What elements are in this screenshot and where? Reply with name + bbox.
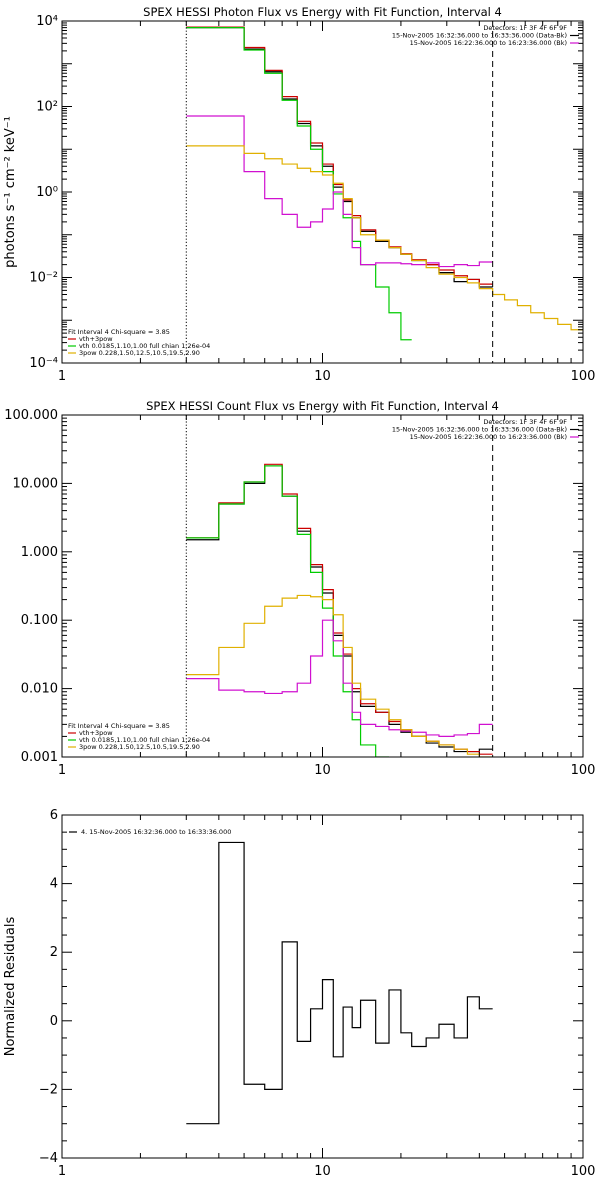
fit-legend-line-2: vth 0.0185,1.10,1.00 full chian 1.26e-04 xyxy=(79,736,210,744)
series-2-line-1 xyxy=(186,26,493,285)
fit-legend-line-1: vth+3pow xyxy=(79,335,113,343)
info-legend-line-2: 15-Nov-2005 16:22:36.000 to 16:23:36.000… xyxy=(410,433,567,441)
info-legend-line-2: Detectors: 1F 3F 4F 6F 9F xyxy=(483,418,567,426)
x-tick-label-1: 1 xyxy=(58,369,66,384)
fit-legend-line-1: 3pow 0.228,1.50,12.5,10.5,19.5,2.90 xyxy=(79,349,200,357)
y-axis-3: −4 −2 0 2 4 6 xyxy=(39,808,583,1166)
y-tick-label-3: −2 xyxy=(39,1082,58,1097)
y-tick-label-1: 10² xyxy=(36,100,58,115)
series-4-line-2 xyxy=(186,619,493,738)
x-tick-label-2: 10 xyxy=(314,763,331,778)
info-legend-line-1: 15-Nov-2005 16:32:36.000 to 16:33:36.000… xyxy=(392,32,567,40)
y-tick-label-1: 10⁴ xyxy=(36,14,58,29)
chart-panel-3: Normalized Residuals 1 10 100 −4 −2 0 2 4 6 4. 15-… xyxy=(3,808,595,1179)
plot-frame-1 xyxy=(61,20,584,364)
y-tick-label-1: 10⁻² xyxy=(29,271,58,286)
x-tick-label-1: 100 xyxy=(571,369,596,384)
y-axis-1: 10⁻⁴ 10⁻² 10⁰ 10² 10⁴ xyxy=(29,14,583,371)
x-tick-label-3: 100 xyxy=(571,1164,596,1179)
fit-legend-line-2: vth+3pow xyxy=(79,729,113,737)
y-axis-label-1: photons s⁻¹ cm⁻² keV⁻¹ xyxy=(3,116,18,268)
series-5-line-2 xyxy=(186,594,493,757)
y-tick-label-1: 10⁰ xyxy=(36,185,58,200)
x-tick-label-3: 1 xyxy=(58,1164,66,1179)
x-tick-label-2: 1 xyxy=(58,763,66,778)
series-3-line-2 xyxy=(186,465,389,757)
series-1-line-1 xyxy=(186,27,493,288)
fit-legend-line-2: 3pow 0.228,1.50,12.5,10.5,19.5,2.90 xyxy=(79,743,200,751)
y-tick-label-3: −4 xyxy=(39,1151,58,1166)
x-tick-label-3: 10 xyxy=(314,1164,331,1179)
series-4-line-1 xyxy=(186,115,493,268)
y-tick-label-2: 0.010 xyxy=(21,682,58,697)
y-tick-label-2: 0.100 xyxy=(21,613,58,628)
y-tick-label-3: 6 xyxy=(50,808,58,823)
y-axis-label-3: Normalized Residuals xyxy=(3,917,18,1057)
chart-panel-1: SPEX HESSI Photon Flux vs Energy with Fi… xyxy=(3,5,595,384)
y-tick-label-2: 1.000 xyxy=(21,545,58,560)
chart-title-1: SPEX HESSI Photon Flux vs Energy with Fi… xyxy=(143,5,502,19)
info-legend-line-2: 15-Nov-2005 16:32:36.000 to 16:33:36.000… xyxy=(392,426,567,434)
series-1-line-3 xyxy=(186,841,493,1125)
y-tick-label-3: 0 xyxy=(50,1014,58,1029)
chart-title-2: SPEX HESSI Count Flux vs Energy with Fit… xyxy=(146,399,499,413)
info-legend-3: 4. 15-Nov-2005 16:32:36.000 to 16:33:36.… xyxy=(69,828,231,836)
y-tick-label-2: 0.001 xyxy=(21,750,58,765)
y-tick-label-1: 10⁻⁴ xyxy=(29,356,58,371)
fit-legend-line-1: vth 0.0185,1.10,1.00 full chian 1.26e-04 xyxy=(79,342,210,350)
series-1-line-2 xyxy=(186,465,493,753)
info-legend-line-1: Detectors: 1F 3F 4F 6F 9F xyxy=(483,24,567,32)
y-tick-label-3: 2 xyxy=(50,945,58,960)
x-axis-2: 1 10 100 xyxy=(58,415,596,778)
fit-legend-line-2: Fit Interval 4 Chi-square = 3.85 xyxy=(68,722,170,730)
x-tick-label-2: 100 xyxy=(571,763,596,778)
x-axis-1: 1 10 100 xyxy=(58,21,596,384)
series-3-line-1 xyxy=(186,27,412,341)
fit-legend-2: Fit Interval 4 Chi-square = 3.85vth+3pow… xyxy=(68,722,210,751)
x-tick-label-1: 10 xyxy=(314,369,331,384)
info-legend-line-1: 15-Nov-2005 16:22:36.000 to 16:23:36.000… xyxy=(410,39,567,47)
y-tick-label-3: 4 xyxy=(50,877,58,892)
info-legend-line-3: 4. 15-Nov-2005 16:32:36.000 to 16:33:36.… xyxy=(81,828,231,836)
y-tick-label-2: 100.000 xyxy=(4,408,58,423)
x-axis-3: 1 10 100 xyxy=(58,815,596,1179)
fit-legend-line-1: Fit Interval 4 Chi-square = 3.85 xyxy=(68,328,170,336)
fit-legend-1: Fit Interval 4 Chi-square = 3.85vth+3pow… xyxy=(68,328,210,357)
y-tick-label-2: 10.000 xyxy=(13,476,59,491)
series-5-line-1 xyxy=(186,145,583,331)
chart-panel-2: SPEX HESSI Count Flux vs Energy with Fit… xyxy=(4,399,595,778)
series-2-line-2 xyxy=(186,463,493,755)
y-axis-2: 0.001 0.010 0.100 1.000 10.000 100.000 xyxy=(4,408,583,765)
